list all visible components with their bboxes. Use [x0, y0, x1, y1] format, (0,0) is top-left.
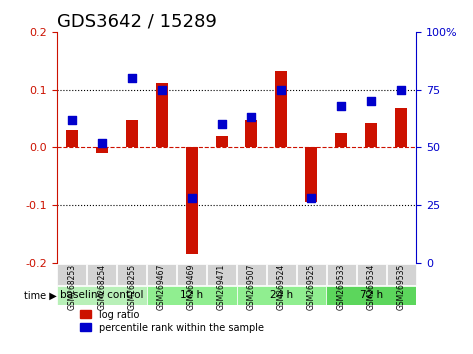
FancyBboxPatch shape	[327, 264, 356, 285]
Text: 72 h: 72 h	[360, 291, 383, 301]
Point	[158, 87, 166, 92]
Text: GDS3642 / 15289: GDS3642 / 15289	[57, 12, 217, 30]
Bar	[156, 83, 167, 147]
Text: GSM269535: GSM269535	[397, 264, 406, 310]
Text: baseline control: baseline control	[60, 291, 143, 301]
Point	[218, 121, 225, 127]
Bar	[185, 147, 198, 254]
Bar	[216, 136, 228, 147]
Bar	[326, 286, 416, 305]
Text: 24 h: 24 h	[270, 291, 293, 301]
Text: time ▶: time ▶	[24, 291, 57, 301]
Point	[278, 87, 285, 92]
FancyBboxPatch shape	[147, 264, 176, 285]
Bar	[306, 147, 317, 202]
Bar	[96, 147, 108, 153]
FancyBboxPatch shape	[177, 264, 206, 285]
Text: GSM269533: GSM269533	[337, 264, 346, 310]
Text: 12 h: 12 h	[180, 291, 203, 301]
Point	[188, 195, 195, 201]
Bar	[66, 130, 78, 147]
FancyBboxPatch shape	[207, 264, 236, 285]
Bar	[335, 133, 347, 147]
Bar	[236, 286, 326, 305]
Point	[338, 103, 345, 109]
Legend: log ratio, percentile rank within the sample: log ratio, percentile rank within the sa…	[79, 310, 264, 333]
Point	[98, 140, 105, 145]
Bar	[147, 286, 236, 305]
Point	[248, 114, 255, 120]
Text: GSM269525: GSM269525	[307, 264, 316, 310]
Bar	[126, 120, 138, 147]
FancyBboxPatch shape	[387, 264, 416, 285]
Text: GSM269469: GSM269469	[187, 264, 196, 310]
FancyBboxPatch shape	[88, 264, 116, 285]
FancyBboxPatch shape	[357, 264, 385, 285]
FancyBboxPatch shape	[117, 264, 146, 285]
FancyBboxPatch shape	[237, 264, 266, 285]
Text: GSM269471: GSM269471	[217, 264, 226, 310]
FancyBboxPatch shape	[267, 264, 296, 285]
FancyBboxPatch shape	[57, 264, 86, 285]
Bar	[57, 286, 147, 305]
FancyBboxPatch shape	[297, 264, 326, 285]
Bar	[395, 108, 407, 147]
Text: GSM268255: GSM268255	[127, 264, 136, 310]
Point	[397, 87, 405, 92]
Text: GSM269507: GSM269507	[247, 264, 256, 310]
Point	[68, 117, 76, 122]
Text: GSM268253: GSM268253	[67, 264, 76, 310]
Bar	[365, 123, 377, 147]
Point	[368, 98, 375, 104]
Text: GSM269534: GSM269534	[367, 264, 376, 310]
Point	[128, 75, 135, 81]
Point	[307, 195, 315, 201]
Text: GSM269467: GSM269467	[157, 264, 166, 310]
Bar	[275, 71, 288, 147]
Text: GSM268254: GSM268254	[97, 264, 106, 310]
Bar	[245, 120, 257, 147]
Text: GSM269524: GSM269524	[277, 264, 286, 310]
